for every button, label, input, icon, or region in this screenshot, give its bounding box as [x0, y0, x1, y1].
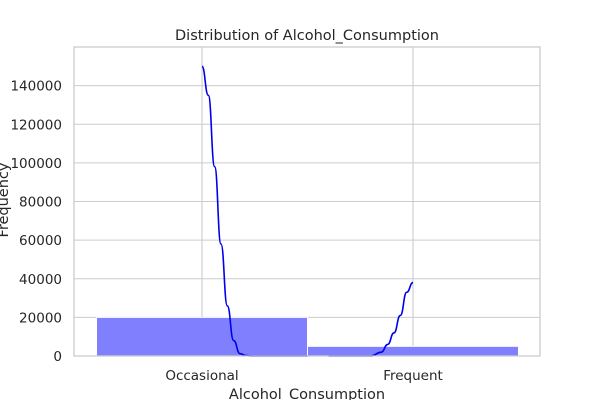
y-tick-label: 100000 — [10, 156, 62, 172]
y-tick-label: 40000 — [19, 272, 62, 288]
chart-title: Distribution of Alcohol_Consumption — [175, 28, 439, 44]
y-tick-label: 0 — [53, 349, 62, 365]
y-tick-label: 60000 — [19, 233, 62, 249]
plot-frame — [73, 46, 541, 357]
x-tick-labels: Occasional Frequent — [165, 368, 443, 384]
gridlines — [74, 47, 540, 357]
kde-curve-frequent — [328, 281, 414, 357]
y-tick-labels: 0 20000 40000 60000 80000 100000 120000 140000 — [10, 79, 62, 365]
bar-frequent — [307, 345, 519, 357]
x-tick-label: Occasional — [165, 368, 238, 384]
y-tick-label: 20000 — [19, 310, 62, 326]
kde-curve-occasional — [201, 65, 308, 357]
y-tick-label: 120000 — [10, 117, 62, 133]
y-axis-label: Frequency — [0, 162, 12, 237]
x-tick-label: Frequent — [383, 368, 443, 384]
x-axis-label: Alcohol_Consumption — [229, 387, 385, 400]
kde-curves — [201, 65, 414, 357]
y-tick-label: 140000 — [10, 79, 62, 95]
y-tick-label: 80000 — [19, 195, 62, 211]
bar-occasional — [96, 316, 308, 357]
bars — [96, 316, 519, 357]
